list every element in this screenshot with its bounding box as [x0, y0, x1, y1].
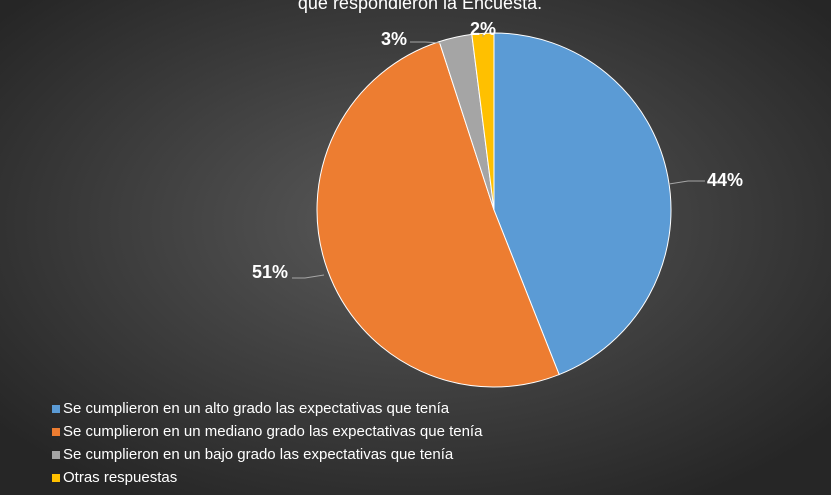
legend-swatch: [52, 428, 60, 436]
leader-line: [410, 41, 443, 44]
legend-label: Otras respuestas: [63, 469, 177, 486]
pie-slice: [471, 32, 495, 211]
pie-slice: [493, 32, 672, 376]
legend-label: Se cumplieron en un alto grado las expec…: [63, 400, 450, 417]
legend-label: Se cumplieron en un bajo grado las expec…: [63, 446, 454, 463]
data-label: 3%: [381, 29, 407, 49]
data-label: 44%: [707, 170, 743, 190]
pie-slice: [316, 41, 560, 388]
chart-title: que respondieron la Encuesta.: [298, 0, 542, 13]
legend-label: Se cumplieron en un mediano grado las ex…: [63, 423, 483, 440]
data-label: 2%: [470, 19, 496, 39]
leader-line: [292, 274, 325, 279]
data-label: 51%: [252, 262, 288, 282]
legend-swatch: [52, 474, 60, 482]
legend-swatch: [52, 451, 60, 459]
leader-line: [668, 180, 705, 185]
legend-swatch: [52, 405, 60, 413]
